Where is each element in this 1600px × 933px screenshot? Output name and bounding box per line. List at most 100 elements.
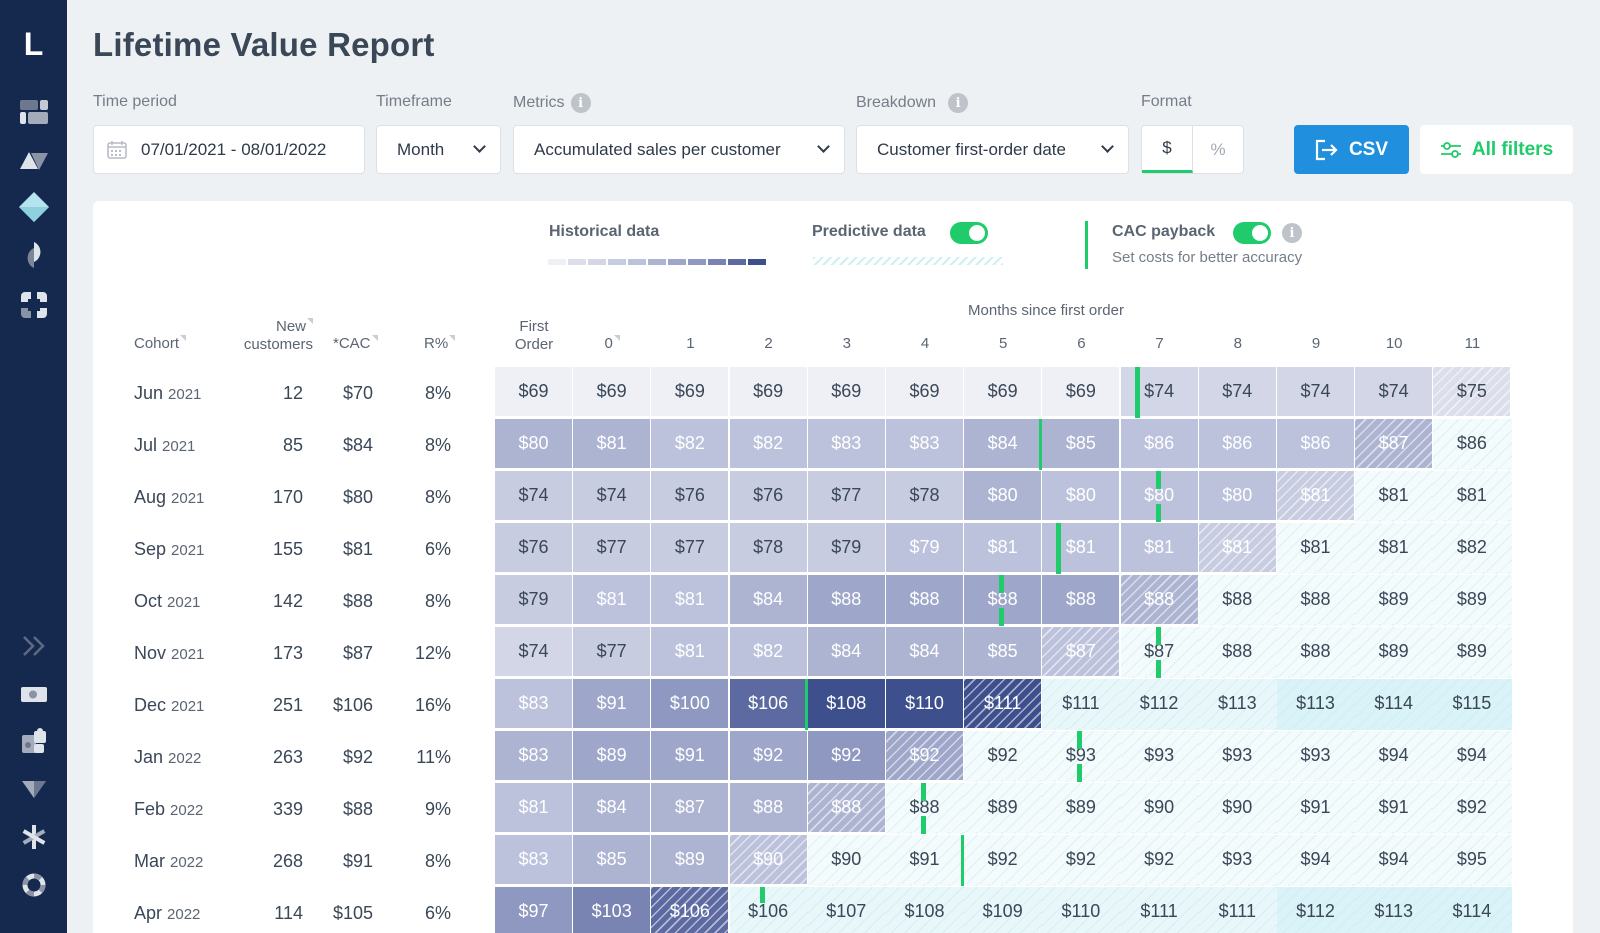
- predicted-ltv-cell[interactable]: $90: [1120, 783, 1200, 834]
- partial-ltv-cell[interactable]: $75: [1433, 367, 1513, 418]
- historical-ltv-cell[interactable]: $106: [729, 679, 810, 730]
- historical-ltv-cell[interactable]: $76: [651, 471, 731, 522]
- predicted-ltv-cell[interactable]: $87: [1120, 627, 1200, 678]
- historical-ltv-cell[interactable]: $69: [886, 367, 965, 418]
- historical-ltv-cell[interactable]: $103: [573, 887, 653, 933]
- csv-export-button[interactable]: CSV: [1294, 125, 1409, 174]
- column-header-first-order[interactable]: First Order: [514, 318, 554, 353]
- historical-ltv-cell[interactable]: $86: [1198, 419, 1278, 470]
- predicted-ltv-cell[interactable]: $112: [1277, 887, 1356, 933]
- predicted-ltv-cell[interactable]: $86: [1433, 419, 1513, 470]
- historical-ltv-cell[interactable]: $85: [964, 627, 1044, 678]
- breakdown-select[interactable]: Customer first-order date: [856, 125, 1129, 174]
- historical-ltv-cell[interactable]: $88: [807, 575, 887, 626]
- partial-ltv-cell[interactable]: $106: [651, 887, 731, 933]
- predicted-ltv-cell[interactable]: $88: [1277, 627, 1356, 678]
- historical-ltv-cell[interactable]: $80: [1198, 471, 1278, 522]
- predicted-ltv-cell[interactable]: $110: [1042, 887, 1122, 933]
- predicted-ltv-cell[interactable]: $94: [1355, 835, 1435, 886]
- historical-ltv-cell[interactable]: $84: [729, 575, 809, 626]
- cac-payback-toggle[interactable]: [1233, 222, 1271, 244]
- historical-ltv-cell[interactable]: $69: [964, 367, 1044, 418]
- info-icon[interactable]: i: [570, 93, 591, 113]
- partial-ltv-cell[interactable]: $81: [1277, 471, 1356, 522]
- partial-ltv-cell[interactable]: $88: [807, 783, 887, 834]
- predicted-ltv-cell[interactable]: $82: [1433, 523, 1513, 574]
- funnel-icon[interactable]: [18, 773, 50, 805]
- predicted-ltv-cell[interactable]: $94: [1277, 835, 1356, 886]
- partial-ltv-cell[interactable]: $90: [729, 835, 809, 886]
- lifebuoy-icon[interactable]: [18, 869, 50, 901]
- puzzle-icon[interactable]: [18, 725, 50, 757]
- predicted-ltv-cell[interactable]: $112: [1120, 679, 1200, 730]
- historical-ltv-cell[interactable]: $91: [573, 679, 653, 730]
- historical-ltv-cell[interactable]: $77: [651, 523, 731, 574]
- predicted-ltv-cell[interactable]: $91: [886, 835, 966, 886]
- predictive-data-toggle[interactable]: [950, 222, 988, 244]
- historical-ltv-cell[interactable]: $74: [495, 471, 574, 522]
- historical-ltv-cell[interactable]: $74: [1198, 367, 1278, 418]
- timeframe-select[interactable]: Month: [376, 125, 501, 174]
- predicted-ltv-cell[interactable]: $90: [807, 835, 887, 886]
- historical-ltv-cell[interactable]: $82: [651, 419, 731, 470]
- historical-ltv-cell[interactable]: $78: [886, 471, 965, 522]
- predicted-ltv-cell[interactable]: $113: [1277, 679, 1356, 730]
- historical-ltv-cell[interactable]: $89: [651, 835, 731, 886]
- predicted-ltv-cell[interactable]: $108: [886, 887, 965, 933]
- historical-ltv-cell[interactable]: $82: [729, 419, 809, 470]
- historical-ltv-cell[interactable]: $83: [807, 419, 887, 470]
- format-dollar-option[interactable]: $: [1142, 126, 1193, 173]
- historical-ltv-cell[interactable]: $79: [886, 523, 965, 574]
- historical-ltv-cell[interactable]: $88: [729, 783, 809, 834]
- time-period-picker[interactable]: 07/01/2021 - 08/01/2022: [93, 125, 365, 174]
- predicted-ltv-cell[interactable]: $88: [1277, 575, 1356, 626]
- predicted-ltv-cell[interactable]: $92: [1042, 835, 1122, 886]
- all-filters-button[interactable]: All filters: [1420, 125, 1573, 174]
- triangles-icon[interactable]: [18, 144, 50, 176]
- predicted-ltv-cell[interactable]: $93: [1198, 835, 1278, 886]
- partial-ltv-cell[interactable]: $88: [1120, 575, 1200, 626]
- predicted-ltv-cell[interactable]: $88: [1198, 575, 1278, 626]
- column-header-new-customers[interactable]: New customers: [243, 318, 313, 353]
- historical-ltv-cell[interactable]: $74: [495, 627, 574, 678]
- predicted-ltv-cell[interactable]: $88: [886, 783, 965, 834]
- historical-ltv-cell[interactable]: $69: [1042, 367, 1122, 418]
- historical-ltv-cell[interactable]: $76: [495, 523, 574, 574]
- historical-ltv-cell[interactable]: $69: [729, 367, 809, 418]
- predicted-ltv-cell[interactable]: $114: [1433, 887, 1513, 933]
- historical-ltv-cell[interactable]: $76: [729, 471, 809, 522]
- historical-ltv-cell[interactable]: $74: [1355, 367, 1435, 418]
- historical-ltv-cell[interactable]: $85: [1042, 419, 1122, 470]
- asterisk-icon[interactable]: [18, 821, 50, 853]
- money-icon[interactable]: [18, 678, 50, 710]
- predicted-ltv-cell[interactable]: $111: [1198, 887, 1278, 933]
- predicted-ltv-cell[interactable]: $113: [1355, 887, 1435, 933]
- predicted-ltv-cell[interactable]: $106: [729, 887, 809, 933]
- predicted-ltv-cell[interactable]: $89: [964, 783, 1044, 834]
- historical-ltv-cell[interactable]: $77: [573, 627, 653, 678]
- frame-icon[interactable]: [18, 289, 50, 321]
- dashboard-icon[interactable]: [18, 96, 50, 128]
- historical-ltv-cell[interactable]: $74: [1277, 367, 1356, 418]
- predicted-ltv-cell[interactable]: $111: [1042, 679, 1122, 730]
- historical-ltv-cell[interactable]: $77: [573, 523, 653, 574]
- predicted-ltv-cell[interactable]: $95: [1433, 835, 1513, 886]
- predicted-ltv-cell[interactable]: $111: [1120, 887, 1200, 933]
- partial-ltv-cell[interactable]: $87: [1042, 627, 1122, 678]
- historical-ltv-cell[interactable]: $81: [1042, 523, 1122, 574]
- historical-ltv-cell[interactable]: $81: [651, 575, 731, 626]
- historical-ltv-cell[interactable]: $110: [886, 679, 965, 730]
- partial-ltv-cell[interactable]: $111: [964, 679, 1044, 730]
- pie-chart-icon[interactable]: [18, 239, 50, 271]
- predicted-ltv-cell[interactable]: $89: [1042, 783, 1122, 834]
- partial-ltv-cell[interactable]: $81: [1198, 523, 1278, 574]
- predicted-ltv-cell[interactable]: $92: [964, 731, 1044, 782]
- historical-ltv-cell[interactable]: $108: [807, 679, 887, 730]
- predicted-ltv-cell[interactable]: $90: [1198, 783, 1278, 834]
- predicted-ltv-cell[interactable]: $93: [1198, 731, 1278, 782]
- historical-ltv-cell[interactable]: $84: [964, 419, 1045, 470]
- historical-ltv-cell[interactable]: $81: [964, 523, 1044, 574]
- partial-ltv-cell[interactable]: $87: [1355, 419, 1435, 470]
- historical-ltv-cell[interactable]: $80: [1120, 471, 1200, 522]
- historical-ltv-cell[interactable]: $83: [886, 419, 965, 470]
